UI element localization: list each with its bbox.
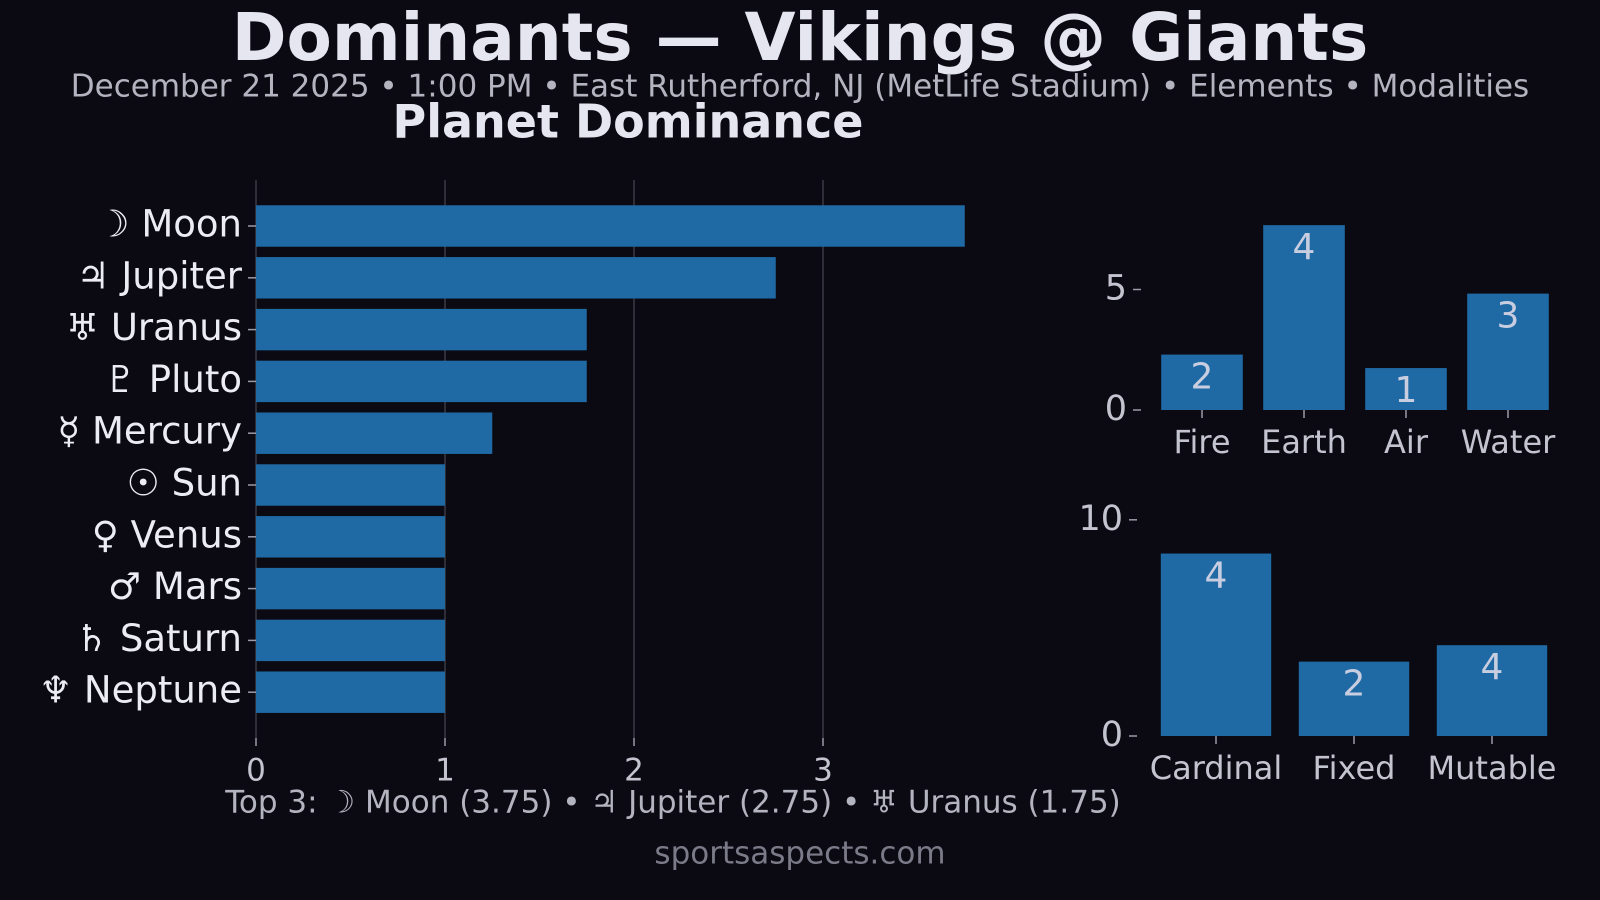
x-tick-label: 2: [624, 753, 644, 789]
y-tick-label: ♀ Venus: [92, 513, 242, 556]
y-tick-label: ♂ Mars: [108, 565, 242, 608]
bar: [256, 360, 587, 403]
summary: Top 3: ☽ Moon (3.75) • ♃ Jupiter (2.75) …: [224, 785, 1121, 821]
x-tick-label: 3: [813, 753, 833, 789]
y-tick-label: ☽ Moon: [96, 203, 242, 246]
y-tick-label: 10: [1078, 499, 1123, 539]
bar: [1298, 661, 1410, 736]
y-tick-label: ♄ Saturn: [75, 617, 242, 660]
bar: [256, 619, 445, 662]
footer: sportsaspects.com: [654, 836, 945, 872]
bar: [1436, 645, 1548, 736]
count-label: 1: [1395, 370, 1418, 411]
x-tick-label: Water: [1461, 423, 1556, 461]
y-tick-label: ♇ Pluto: [104, 358, 242, 401]
bar: [256, 516, 445, 558]
bar: [1263, 225, 1345, 410]
count-label: 4: [1205, 556, 1228, 597]
bar: [256, 464, 445, 506]
y-tick-label: ☉ Sun: [127, 462, 242, 505]
count-label: 2: [1191, 357, 1214, 398]
bar: [1160, 553, 1272, 736]
x-tick-label: 1: [435, 753, 455, 789]
x-tick-label: Fire: [1173, 423, 1230, 461]
bar: [256, 308, 587, 351]
count-label: 3: [1497, 296, 1520, 337]
bar: [256, 257, 776, 299]
count-label: 4: [1481, 647, 1504, 688]
count-label: 4: [1293, 227, 1316, 268]
bar: [256, 412, 493, 454]
y-tick-label: ☿ Mercury: [58, 410, 242, 453]
bar: [256, 671, 445, 713]
x-tick-label: Earth: [1261, 423, 1347, 461]
bar: [1161, 354, 1243, 410]
y-tick-label: 0: [1105, 389, 1127, 429]
bar: [256, 205, 965, 247]
x-tick-label: Fixed: [1313, 749, 1396, 787]
page-title: Dominants — Vikings @ Giants: [232, 0, 1369, 76]
bar: [1365, 368, 1447, 410]
count-label: 2: [1343, 664, 1366, 705]
chart-title: Planet Dominance: [393, 95, 864, 149]
x-tick-label: 0: [246, 753, 266, 789]
y-tick-label: ♃ Jupiter: [76, 254, 242, 297]
x-tick-label: Mutable: [1428, 749, 1557, 787]
bar: [256, 567, 445, 610]
y-tick-label: ♅ Uranus: [66, 306, 242, 349]
y-tick-label: ♆ Neptune: [39, 669, 242, 712]
bar: [1467, 293, 1549, 410]
y-tick-label: 5: [1105, 269, 1127, 309]
subtitle: December 21 2025 • 1:00 PM • East Ruther…: [71, 69, 1529, 105]
y-tick-label: 0: [1101, 715, 1123, 755]
x-tick-label: Air: [1384, 423, 1429, 461]
x-tick-label: Cardinal: [1150, 749, 1283, 787]
